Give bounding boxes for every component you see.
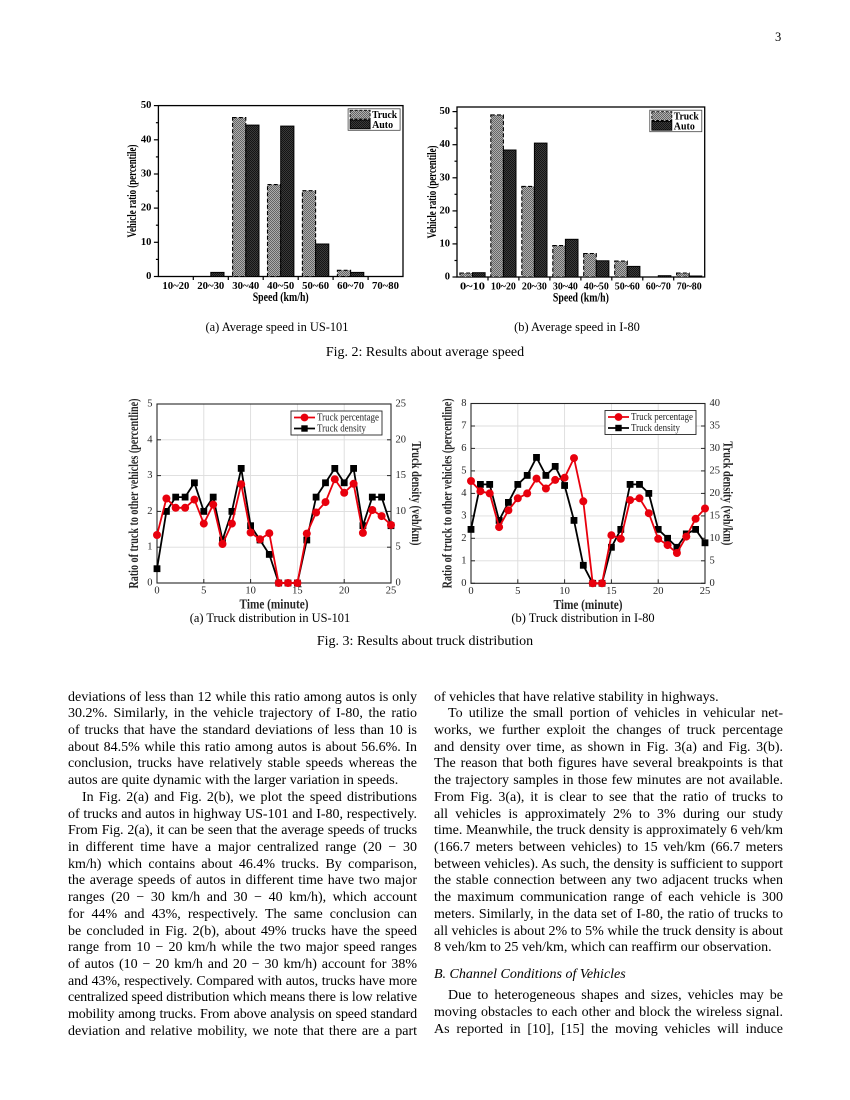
svg-text:3: 3 [461, 510, 466, 521]
svg-text:70~80: 70~80 [372, 281, 399, 292]
svg-text:40: 40 [440, 139, 451, 150]
svg-text:15: 15 [710, 510, 721, 521]
svg-text:Auto: Auto [372, 119, 393, 131]
svg-text:0: 0 [445, 272, 450, 283]
svg-text:0: 0 [396, 578, 401, 589]
svg-text:20: 20 [710, 488, 721, 499]
svg-text:Auto: Auto [674, 120, 695, 132]
svg-text:7: 7 [461, 421, 466, 432]
svg-text:30: 30 [710, 443, 721, 454]
svg-text:Truck percentage: Truck percentage [631, 412, 694, 423]
svg-text:2: 2 [461, 533, 466, 544]
svg-text:20~30: 20~30 [522, 282, 547, 293]
svg-text:40~50: 40~50 [267, 281, 294, 292]
svg-text:3: 3 [147, 470, 152, 481]
svg-text:40: 40 [710, 398, 721, 409]
svg-text:5: 5 [461, 465, 466, 476]
svg-text:0~10: 0~10 [460, 282, 485, 293]
svg-text:6: 6 [461, 443, 466, 454]
svg-text:25: 25 [396, 399, 407, 410]
svg-text:15: 15 [396, 470, 407, 481]
svg-text:Vehicle ratio (percentile): Vehicle ratio (percentile) [424, 146, 439, 239]
svg-text:20: 20 [339, 586, 350, 597]
svg-text:0: 0 [154, 586, 159, 597]
svg-text:1: 1 [147, 542, 152, 553]
svg-text:2: 2 [147, 506, 152, 517]
svg-text:50~60: 50~60 [302, 281, 329, 292]
svg-text:Truck density: Truck density [631, 423, 680, 434]
svg-text:15: 15 [606, 586, 617, 597]
svg-text:Truck density (veh/km): Truck density (veh/km) [721, 441, 736, 545]
svg-text:Ratio of truck to other vehicl: Ratio of truck to other vehicles (percen… [126, 399, 141, 589]
svg-text:0: 0 [147, 578, 152, 589]
svg-text:25: 25 [700, 586, 711, 597]
svg-text:Speed (km/h): Speed (km/h) [553, 290, 609, 305]
svg-text:Speed (km/h): Speed (km/h) [253, 289, 309, 304]
svg-text:20~30: 20~30 [197, 281, 224, 292]
svg-text:Ratio of truck to other vehicl: Ratio of truck to other vehicles (percen… [440, 398, 455, 588]
svg-text:8: 8 [461, 398, 466, 409]
svg-text:0: 0 [468, 586, 473, 597]
svg-text:10: 10 [245, 586, 256, 597]
svg-text:25: 25 [386, 586, 397, 597]
svg-text:50: 50 [141, 100, 152, 111]
svg-text:50: 50 [440, 106, 451, 117]
svg-text:5: 5 [710, 555, 715, 566]
svg-text:Truck: Truck [674, 111, 700, 123]
svg-text:5: 5 [201, 586, 206, 597]
svg-text:10: 10 [396, 506, 407, 517]
svg-text:10: 10 [710, 533, 721, 544]
svg-text:20: 20 [141, 203, 152, 214]
svg-text:Truck density (veh/km): Truck density (veh/km) [409, 442, 424, 546]
svg-text:20: 20 [440, 205, 451, 216]
svg-text:25: 25 [710, 465, 721, 476]
svg-text:10~20: 10~20 [491, 282, 516, 293]
svg-text:5: 5 [147, 399, 152, 410]
svg-text:60~70: 60~70 [337, 281, 364, 292]
svg-text:20: 20 [653, 586, 664, 597]
svg-text:10: 10 [440, 238, 451, 249]
svg-text:10: 10 [559, 586, 570, 597]
svg-text:0: 0 [461, 578, 466, 589]
svg-text:15: 15 [292, 586, 303, 597]
svg-text:10~20: 10~20 [162, 281, 189, 292]
svg-text:0: 0 [710, 578, 715, 589]
svg-text:50~60: 50~60 [615, 282, 640, 293]
svg-text:40: 40 [141, 134, 152, 145]
svg-text:40~50: 40~50 [584, 282, 609, 293]
svg-text:70~80: 70~80 [677, 282, 702, 293]
svg-text:30: 30 [141, 169, 152, 180]
svg-text:Truck density: Truck density [317, 424, 366, 435]
svg-text:20: 20 [396, 434, 407, 445]
svg-text:Truck percentage: Truck percentage [317, 413, 380, 424]
svg-text:30~40: 30~40 [232, 281, 259, 292]
svg-text:Vehicle ratio (percentile): Vehicle ratio (percentile) [124, 145, 139, 238]
svg-text:Time (minute): Time (minute) [240, 597, 309, 612]
svg-text:35: 35 [710, 421, 721, 432]
svg-text:10: 10 [141, 237, 152, 248]
svg-text:4: 4 [461, 488, 467, 499]
svg-text:60~70: 60~70 [646, 282, 671, 293]
svg-text:5: 5 [396, 542, 401, 553]
svg-text:Time (minute): Time (minute) [554, 597, 623, 612]
svg-text:Truck: Truck [372, 109, 398, 121]
svg-text:1: 1 [461, 555, 466, 566]
svg-text:30~40: 30~40 [553, 282, 578, 293]
svg-text:0: 0 [146, 271, 151, 282]
svg-text:30: 30 [440, 172, 451, 183]
svg-text:4: 4 [147, 434, 153, 445]
svg-text:5: 5 [515, 586, 520, 597]
